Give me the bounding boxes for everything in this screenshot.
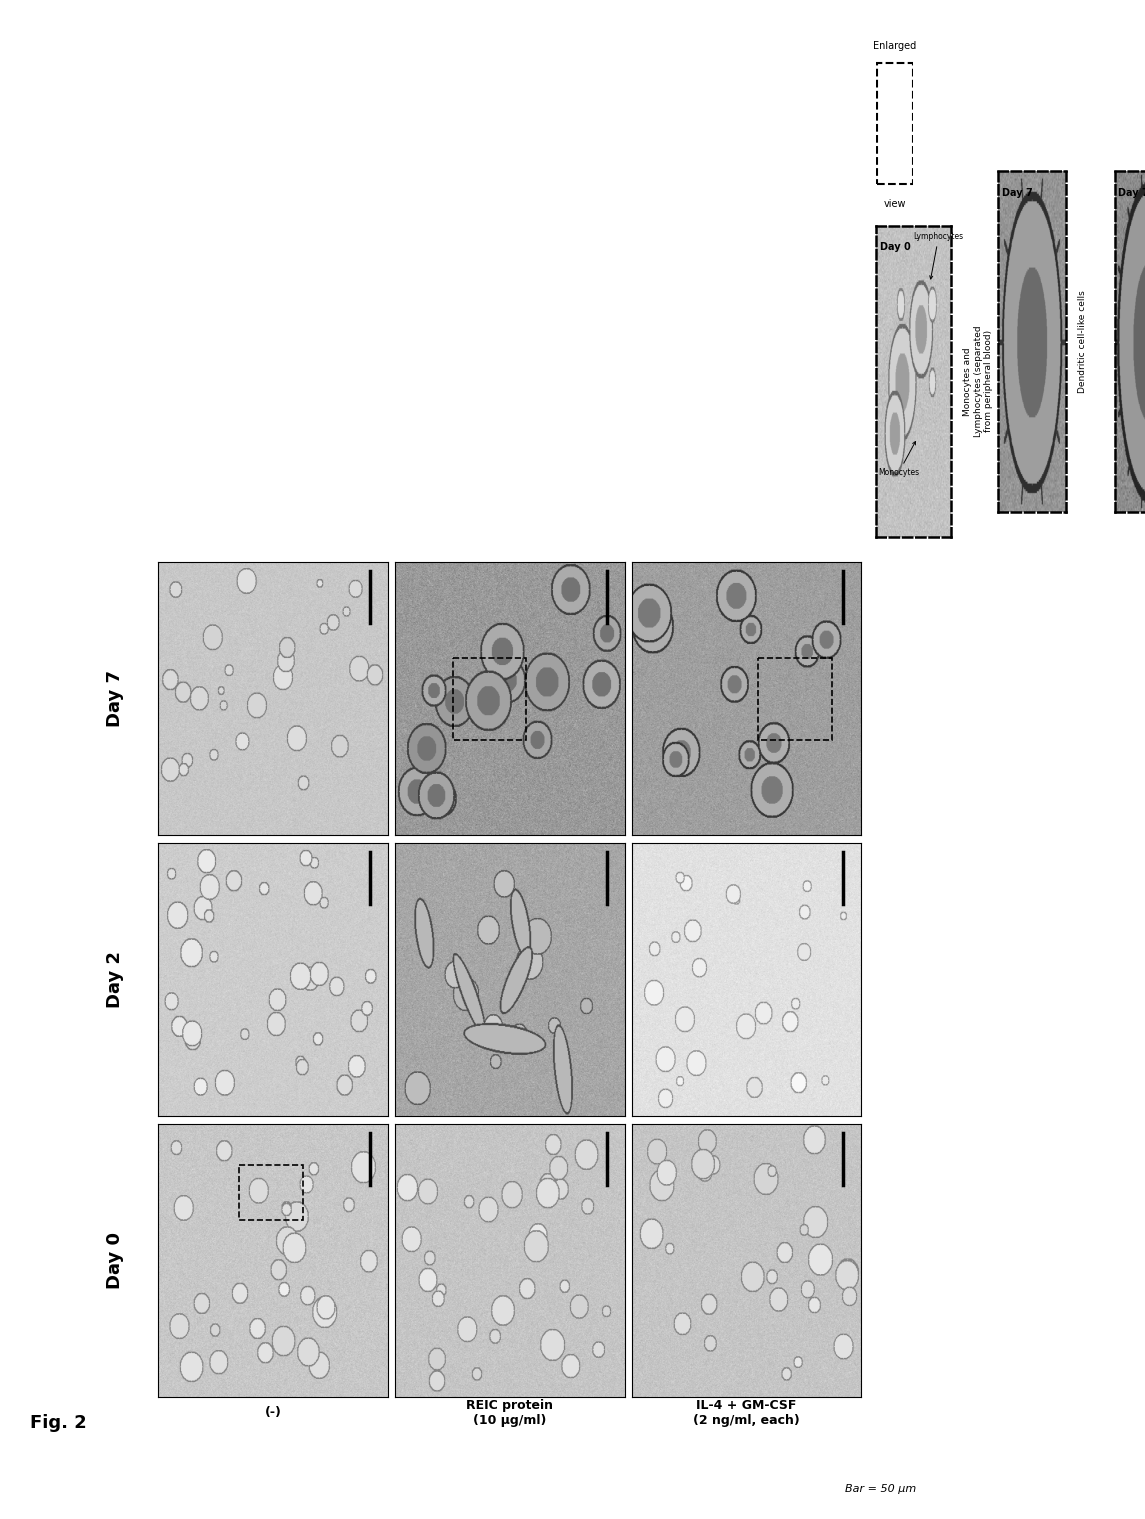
Bar xyxy=(452,658,526,740)
Text: Enlarged: Enlarged xyxy=(872,41,916,50)
Text: Day 2: Day 2 xyxy=(105,951,124,1009)
Bar xyxy=(758,658,831,740)
Text: Dendritic cell-like cells: Dendritic cell-like cells xyxy=(1077,290,1087,393)
Text: Monocytes and
Lymphocytes (separated
from peripheral blood): Monocytes and Lymphocytes (separated fro… xyxy=(963,325,993,437)
Text: Day 7: Day 7 xyxy=(105,670,124,728)
Text: IL-4 + GM-CSF
(2 ng/ml, each): IL-4 + GM-CSF (2 ng/ml, each) xyxy=(693,1399,799,1426)
Text: Day 7: Day 7 xyxy=(1001,188,1032,197)
Text: REIC protein
(10 μg/ml): REIC protein (10 μg/ml) xyxy=(466,1399,553,1426)
Text: Monocytes: Monocytes xyxy=(877,442,918,477)
Text: Day 0: Day 0 xyxy=(105,1232,124,1290)
Bar xyxy=(238,1165,303,1220)
Text: Day 7: Day 7 xyxy=(1118,188,1145,197)
Text: Fig. 2: Fig. 2 xyxy=(30,1414,87,1432)
Text: Lymphocytes: Lymphocytes xyxy=(914,232,963,279)
Text: view: view xyxy=(883,199,906,208)
Text: Day 0: Day 0 xyxy=(879,242,910,252)
Text: Bar = 50 μm: Bar = 50 μm xyxy=(845,1484,916,1493)
Text: (-): (-) xyxy=(264,1407,282,1419)
